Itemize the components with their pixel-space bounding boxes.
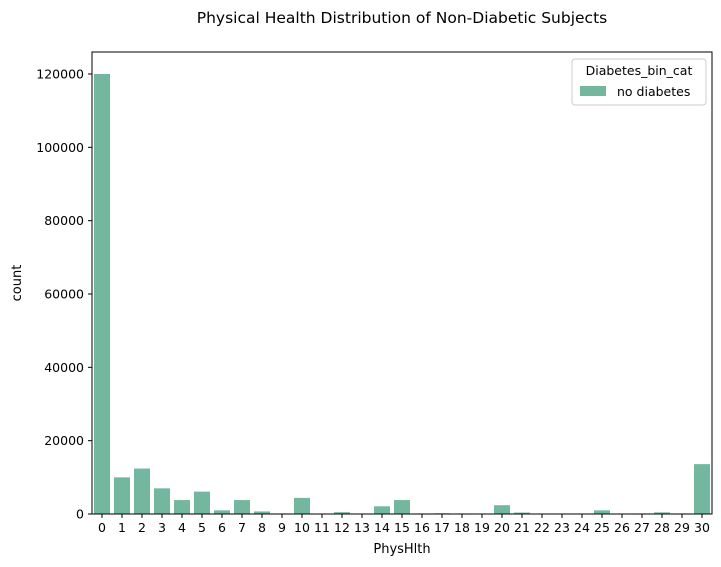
bar-8 xyxy=(254,511,270,514)
x-tick-label-4: 4 xyxy=(178,520,186,535)
x-tick-label-9: 9 xyxy=(278,520,286,535)
bar-4 xyxy=(174,500,190,514)
bar-14 xyxy=(374,506,390,514)
x-tick-label-18: 18 xyxy=(454,520,470,535)
chart-title: Physical Health Distribution of Non-Diab… xyxy=(197,9,608,27)
legend-swatch xyxy=(580,86,606,96)
bar-12 xyxy=(334,512,350,514)
x-axis: 0 1 2 3 4 5 6 7 8 9 10 11 12 13 14 15 16 17 18 19 20 21 22 23 24… xyxy=(98,514,710,535)
x-tick-label-16: 16 xyxy=(414,520,430,535)
y-tick-label-0: 0 xyxy=(76,507,84,522)
x-tick-label-26: 26 xyxy=(614,520,630,535)
bar-7 xyxy=(234,500,250,514)
y-tick-label-60000: 60000 xyxy=(44,287,84,302)
x-tick-label-3: 3 xyxy=(158,520,166,535)
y-tick-label-120000: 120000 xyxy=(36,67,84,82)
bar-10 xyxy=(294,497,310,514)
x-tick-label-2: 2 xyxy=(138,520,146,535)
x-tick-label-11: 11 xyxy=(314,520,330,535)
x-tick-label-7: 7 xyxy=(238,520,246,535)
plot-frame xyxy=(91,51,713,515)
x-tick-label-6: 6 xyxy=(218,520,226,535)
x-tick-label-15: 15 xyxy=(394,520,410,535)
bar-6 xyxy=(214,510,230,514)
x-tick-label-29: 29 xyxy=(674,520,690,535)
x-tick-label-5: 5 xyxy=(198,520,206,535)
x-tick-label-14: 14 xyxy=(374,520,390,535)
y-tick-label-40000: 40000 xyxy=(44,360,84,375)
y-tick-label-80000: 80000 xyxy=(44,213,84,228)
x-tick-label-19: 19 xyxy=(474,520,490,535)
bar-5 xyxy=(194,491,210,514)
x-tick-label-1: 1 xyxy=(118,520,126,535)
y-axis-label: count xyxy=(10,265,25,302)
legend: Diabetes_bin_cat no diabetes xyxy=(571,58,707,106)
bar-20 xyxy=(494,505,510,514)
x-tick-label-22: 22 xyxy=(534,520,550,535)
x-tick-label-24: 24 xyxy=(574,520,590,535)
bar-15 xyxy=(394,500,410,514)
legend-title: Diabetes_bin_cat xyxy=(586,63,693,78)
x-tick-label-23: 23 xyxy=(554,520,570,535)
bar-30 xyxy=(694,464,710,514)
bar-0 xyxy=(94,74,110,514)
y-axis: 0 20000 40000 60000 80000 100000 120000 xyxy=(36,67,92,522)
x-tick-label-28: 28 xyxy=(654,520,670,535)
bar-25 xyxy=(594,510,610,514)
y-tick-label-20000: 20000 xyxy=(44,433,84,448)
x-tick-label-17: 17 xyxy=(434,520,450,535)
bar-3 xyxy=(154,488,170,514)
x-tick-label-25: 25 xyxy=(594,520,610,535)
bar-2 xyxy=(134,468,150,514)
bar-21 xyxy=(514,512,530,514)
y-tick-label-100000: 100000 xyxy=(36,140,84,155)
x-tick-label-0: 0 xyxy=(98,520,106,535)
x-tick-label-30: 30 xyxy=(694,520,710,535)
x-tick-label-8: 8 xyxy=(258,520,266,535)
bar-1 xyxy=(114,477,130,514)
legend-label-no-diabetes: no diabetes xyxy=(617,84,690,99)
bars-group xyxy=(94,74,710,514)
x-axis-label: PhysHlth xyxy=(373,542,430,557)
x-tick-label-13: 13 xyxy=(354,520,370,535)
x-tick-label-10: 10 xyxy=(294,520,310,535)
x-tick-label-20: 20 xyxy=(494,520,510,535)
x-tick-label-21: 21 xyxy=(514,520,530,535)
x-tick-label-27: 27 xyxy=(634,520,650,535)
x-tick-label-12: 12 xyxy=(334,520,350,535)
bar-28 xyxy=(654,512,670,514)
